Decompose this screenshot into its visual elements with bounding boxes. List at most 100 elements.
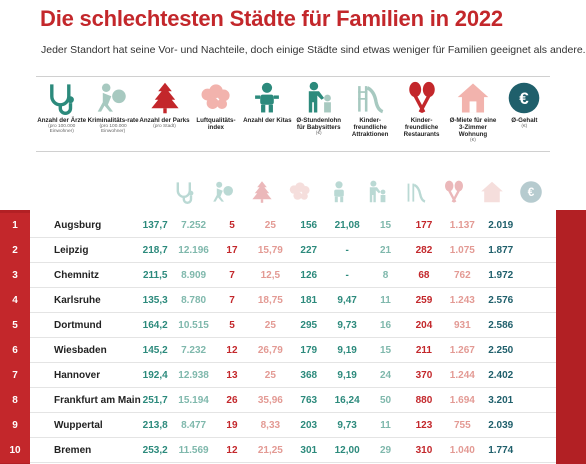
cell-air: 35,96 [257, 394, 283, 406]
cell-rent: 1.244 [449, 369, 475, 381]
column-header-parks: Anzahl der Parks (pro Stadt) [139, 77, 190, 151]
burglar-icon [212, 181, 233, 202]
stethoscope-icon [49, 84, 74, 115]
table-row: 5 Dortmund 164,2 10.515 5 25 295 9,73 16 204 931 2.… [0, 312, 556, 338]
city-name: Augsburg [54, 219, 102, 231]
cell-salary: 1.877 [488, 244, 514, 256]
cell-doctors: 137,7 [142, 219, 168, 231]
cell-crime: 7.252 [181, 219, 207, 231]
cell-parks: 13 [226, 369, 238, 381]
cell-restaurants: 282 [415, 244, 433, 256]
column-header-crime: Kriminalitäts-rate (pro 100.000 Einwohne… [87, 77, 139, 151]
cell-parks: 17 [226, 244, 238, 256]
cell-kitas: 227 [300, 244, 318, 256]
cell-babysitter: 21,08 [334, 219, 360, 231]
cell-attractions: 16 [379, 319, 392, 331]
cell-babysitter: 16,24 [334, 394, 360, 406]
city-name: Chemnitz [54, 269, 99, 281]
cell-attractions: 24 [379, 369, 392, 381]
baby-icon [333, 181, 344, 203]
cell-air: 25 [264, 369, 276, 381]
stethoscope-icon [176, 182, 194, 204]
cell-doctors: 135,3 [142, 294, 168, 306]
cell-restaurants: 259 [415, 294, 433, 306]
tree-icon [252, 181, 272, 203]
rank-number: 2 [0, 237, 30, 263]
rank-number: 8 [0, 387, 30, 413]
column-header-attractions: Kinder-freundliche Attraktionen [344, 77, 395, 151]
cell-kitas: 203 [300, 419, 318, 431]
euro-icon: € [509, 82, 540, 114]
cell-attractions: 8 [382, 269, 389, 281]
cell-air: 15,79 [257, 244, 283, 256]
cell-doctors: 253,2 [142, 444, 168, 456]
slide-icon [407, 183, 426, 203]
cell-air: 25 [264, 219, 276, 231]
cell-rent: 931 [453, 319, 471, 331]
cell-kitas: 368 [300, 369, 318, 381]
city-name: Hannover [54, 369, 101, 381]
cell-kitas: 179 [300, 344, 318, 356]
cell-doctors: 192,4 [142, 369, 168, 381]
cell-attractions: 21 [379, 244, 392, 256]
table-row: 4 Karlsruhe 135,3 8.780 7 18,75 181 9,47 11 259 1.… [0, 287, 556, 313]
cell-rent: 1.040 [449, 444, 475, 456]
cell-salary: 2.019 [488, 219, 514, 231]
right-red-band [556, 210, 586, 464]
rank-number: 3 [0, 262, 30, 288]
cell-restaurants: 177 [415, 219, 433, 231]
cell-attractions: 29 [379, 444, 392, 456]
spoons-icon [444, 180, 463, 203]
cell-attractions: 50 [379, 394, 392, 406]
table-row: 7 Hannover 192,4 12.938 13 25 368 9,19 24 370 1.24… [0, 362, 556, 388]
cell-rent: 1.075 [449, 244, 475, 256]
cell-kitas: 763 [300, 394, 318, 406]
babysitter-icon [308, 81, 331, 113]
cell-babysitter: 9,19 [337, 344, 357, 356]
cell-doctors: 145,2 [142, 344, 168, 356]
column-header-restaurants: Kinder-freundliche Restaurants [396, 77, 447, 151]
cell-parks: 5 [229, 219, 235, 231]
euro-icon: € [519, 181, 542, 203]
column-header-babysitter: Ø-Stundenlohn für Babysitters (€) [293, 77, 344, 151]
column-header-doctors: Anzahl der Ärzte (pro 100.000 Einwohner) [36, 77, 87, 151]
cell-doctors: 164,2 [142, 319, 168, 331]
cell-parks: 12 [226, 444, 238, 456]
cell-rent: 1.267 [449, 344, 475, 356]
svg-text:€: € [527, 185, 534, 199]
table-row: 3 Chemnitz 211,5 8.909 7 12,5 126 - 8 68 762 1.972 [0, 262, 556, 288]
column-header-kitas: Anzahl der Kitas [242, 77, 293, 151]
cell-doctors: 213,8 [142, 419, 168, 431]
rank-number: 6 [0, 337, 30, 363]
cell-air: 26,79 [257, 344, 283, 356]
cell-parks: 5 [229, 319, 235, 331]
tree-icon [150, 82, 179, 114]
cloud-icon [201, 84, 230, 110]
cell-crime: 7.232 [181, 344, 207, 356]
page-title: Die schlechtesten Städte für Familien in… [40, 6, 503, 31]
cell-doctors: 218,7 [142, 244, 168, 256]
rank-number: 9 [0, 412, 30, 438]
city-name: Karlsruhe [54, 294, 101, 306]
cell-kitas: 181 [300, 294, 318, 306]
cell-attractions: 15 [379, 344, 392, 356]
cell-crime: 12.938 [178, 369, 209, 381]
cell-air: 12,5 [260, 269, 281, 281]
cell-salary: 2.250 [488, 344, 514, 356]
city-name: Wuppertal [54, 419, 103, 431]
spoons-icon [408, 81, 435, 114]
burglar-icon [97, 83, 126, 112]
cell-restaurants: 123 [415, 419, 433, 431]
cell-salary: 1.972 [488, 269, 514, 281]
cell-crime: 15.194 [178, 394, 209, 406]
cell-kitas: 295 [300, 319, 318, 331]
cell-salary: 1.774 [488, 444, 514, 456]
cell-babysitter: 9,73 [337, 319, 357, 331]
cell-salary: 2.402 [488, 369, 514, 381]
rank-number: 4 [0, 287, 30, 313]
cell-restaurants: 204 [415, 319, 433, 331]
column-header-row: Anzahl der Ärzte (pro 100.000 Einwohner)… [36, 76, 550, 152]
cell-salary: 2.039 [488, 419, 514, 431]
svg-text:€: € [520, 89, 530, 108]
page-subtitle: Jeder Standort hat seine Vor- und Nachte… [41, 44, 586, 56]
